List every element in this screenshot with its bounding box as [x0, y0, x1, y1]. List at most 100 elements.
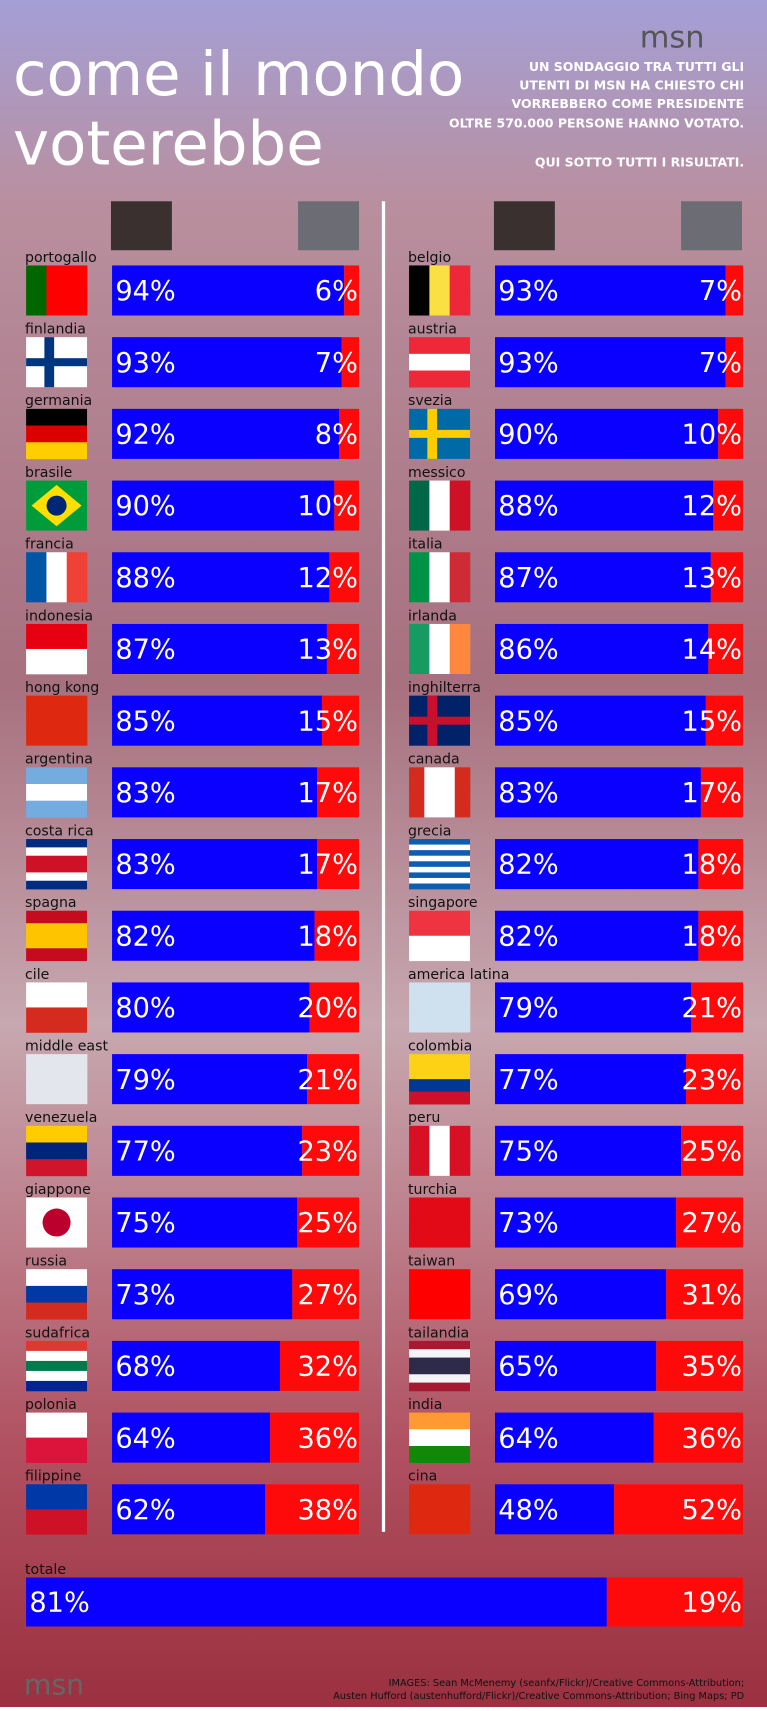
- flag-part: [409, 480, 430, 531]
- flag-part: [449, 552, 471, 603]
- flag-part: [26, 1340, 88, 1352]
- bar-segment: [676, 1197, 744, 1248]
- bar-segment: [112, 1412, 271, 1463]
- subtitle: UN SONDAGGIO TRA TUTTI GLI UTENTI DI MSN…: [449, 59, 744, 170]
- bar-segment: [698, 910, 744, 961]
- value-label: 77%: [115, 1137, 175, 1168]
- bar-segment: [112, 1125, 303, 1176]
- flag-part: [26, 1159, 88, 1177]
- flag-part: [26, 1437, 88, 1463]
- flag-part: [449, 1125, 471, 1176]
- value-label: 14%: [682, 635, 742, 666]
- bar-segment: [112, 1484, 266, 1535]
- flag-part: [26, 1054, 88, 1105]
- value-label: 31%: [682, 1280, 742, 1311]
- flag-part: [409, 877, 470, 884]
- bar-segment: [698, 839, 744, 890]
- value-label: 35%: [682, 1352, 742, 1383]
- subtitle-line: QUI SOTTO TUTTI I RISULTATI.: [535, 155, 744, 170]
- category-label: totale: [25, 1562, 66, 1578]
- value-label: 82%: [115, 921, 175, 952]
- flag-part: [429, 480, 451, 531]
- flag-part: [26, 880, 88, 890]
- category-label: indonesia: [25, 608, 93, 624]
- category-label: irlanda: [408, 608, 457, 624]
- category-label: venezuela: [25, 1110, 97, 1126]
- value-label: 25%: [682, 1137, 742, 1168]
- logo: msn: [640, 21, 705, 56]
- value-label: 32%: [297, 1352, 357, 1383]
- value-label: 23%: [682, 1065, 742, 1096]
- value-label: 25%: [297, 1208, 357, 1239]
- value-label: 88%: [115, 563, 175, 594]
- subtitle-line: OLTRE 570.000 PERSONE HANNO VOTATO.: [449, 116, 744, 131]
- value-label: 83%: [115, 850, 175, 881]
- flag-part: [409, 872, 470, 879]
- bar-segment: [686, 1054, 744, 1105]
- bar-segment: [495, 480, 714, 531]
- bar-segment: [700, 767, 744, 818]
- flag-part: [26, 847, 88, 857]
- bar-segment: [705, 695, 744, 746]
- bar-segment: [292, 1269, 360, 1320]
- photos: [110, 201, 742, 251]
- value-label: 80%: [115, 993, 175, 1024]
- value-label: 85%: [498, 706, 558, 737]
- value-label: 12%: [297, 563, 357, 594]
- flag-part: [409, 1382, 470, 1392]
- bar-segment: [326, 623, 360, 674]
- bar-segment: [344, 265, 360, 316]
- flag-part: [409, 866, 470, 873]
- flag-part: [429, 552, 451, 603]
- bar-segment: [112, 265, 345, 316]
- flag-part: [26, 1269, 88, 1287]
- flag-part: [26, 265, 47, 316]
- bar-segment: [112, 695, 322, 746]
- bar-segment: [495, 695, 706, 746]
- value-label: 18%: [682, 850, 742, 881]
- bar-segment: [112, 767, 318, 818]
- flag-part: [26, 948, 88, 962]
- bar-segment: [297, 1197, 360, 1248]
- value-label: 82%: [498, 850, 558, 881]
- category-label: canada: [408, 752, 460, 768]
- value-label: 17%: [297, 778, 357, 809]
- value-label: 7%: [699, 276, 742, 307]
- category-label: finlandia: [25, 322, 86, 338]
- bar-segment: [112, 623, 327, 674]
- flag-part: [26, 855, 88, 865]
- bar-segment: [309, 982, 360, 1033]
- flag-part: [409, 910, 470, 937]
- bar-segment: [112, 1054, 308, 1105]
- bar-segment: [112, 337, 342, 388]
- category-label: svezia: [408, 393, 452, 409]
- bar-segment: [495, 265, 726, 316]
- flag-part: [409, 1349, 470, 1358]
- title: come il mondo: [13, 39, 464, 110]
- flag-part: [409, 883, 470, 890]
- flag-part: [26, 623, 88, 650]
- flag-part: [26, 695, 88, 746]
- flag: [409, 623, 471, 674]
- photo: [110, 201, 172, 251]
- flag-part: [26, 800, 88, 818]
- bar-segment: [495, 767, 701, 818]
- flag-part: [26, 1360, 88, 1372]
- flag: [26, 1269, 88, 1320]
- flag-part: [409, 353, 470, 371]
- category-label: francia: [25, 537, 74, 553]
- bar-segment: [270, 1412, 360, 1463]
- value-label: 82%: [498, 921, 558, 952]
- value-label: 18%: [297, 921, 357, 952]
- category-label: taiwan: [408, 1254, 455, 1270]
- flag: [26, 408, 88, 460]
- flag-part: [429, 1125, 451, 1176]
- flag-part: [46, 552, 68, 603]
- category-label: peru: [408, 1110, 440, 1126]
- value-label: 13%: [682, 563, 742, 594]
- value-label: 90%: [498, 420, 558, 451]
- bar-segment: [495, 910, 699, 961]
- flag-part: [46, 495, 67, 516]
- category-label: polonia: [25, 1397, 77, 1413]
- value-label: 94%: [115, 276, 175, 307]
